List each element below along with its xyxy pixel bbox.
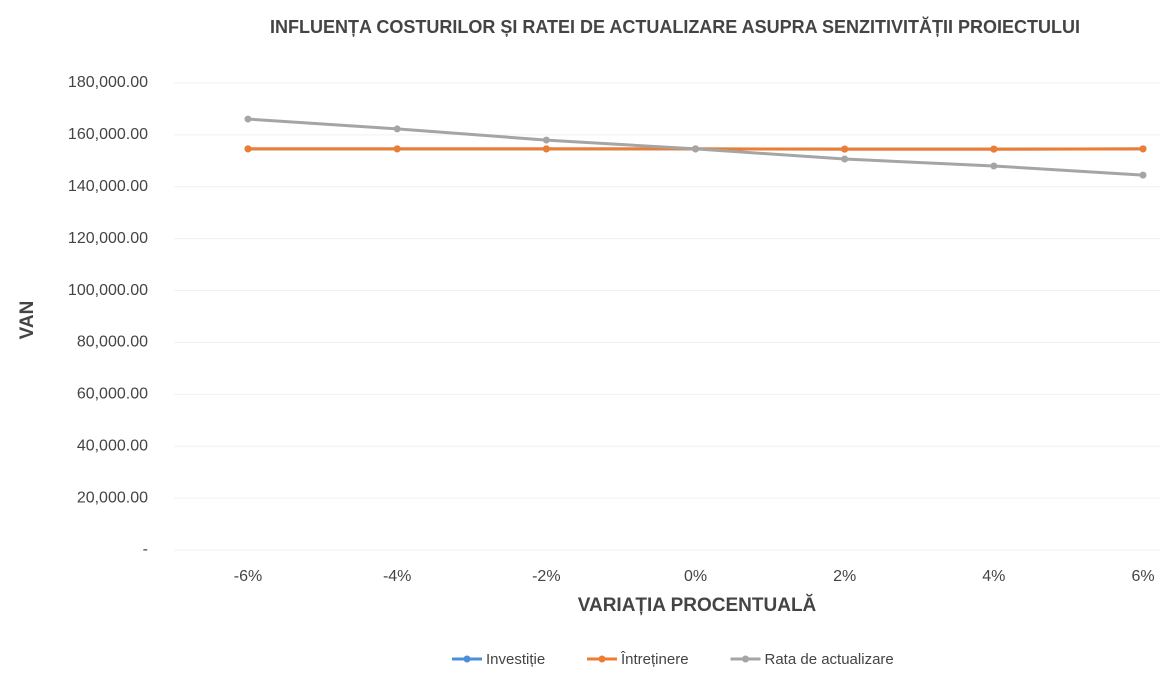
y-tick-label: 180,000.00 [68, 74, 148, 91]
x-axis-title: VARIAȚIA PROCENTUALĂ [578, 594, 817, 616]
legend-marker [742, 655, 749, 663]
x-tick-label: -4% [383, 568, 411, 585]
y-tick-label: 60,000.00 [77, 386, 148, 403]
point-marker [542, 145, 550, 153]
x-tick-label: 0% [684, 568, 707, 585]
x-tick-label: -6% [234, 568, 262, 585]
point-marker [1139, 145, 1147, 153]
point-marker [244, 145, 252, 153]
x-tick-label: 2% [833, 568, 856, 585]
legend-marker [598, 655, 606, 663]
y-tick-label: - [143, 541, 148, 558]
y-tick-label: 160,000.00 [68, 126, 148, 143]
x-tick-label: 4% [982, 568, 1005, 585]
y-tick-label: 40,000.00 [77, 437, 148, 454]
point-marker [990, 145, 998, 153]
point-marker [692, 145, 699, 153]
y-tick-label: 20,000.00 [77, 489, 148, 506]
point-marker [393, 125, 401, 133]
x-tick-label: 6% [1131, 568, 1154, 585]
y-axis-title: VAN [17, 301, 38, 340]
y-tick-label: 120,000.00 [68, 230, 148, 247]
legend-label: Întreținere [620, 651, 689, 668]
legend-marker [463, 655, 471, 663]
x-tick-label: -2% [532, 568, 560, 585]
legend-label: Investiție [486, 651, 545, 668]
y-tick-label: 100,000.00 [68, 282, 148, 299]
point-marker [841, 155, 849, 163]
y-tick-label: 140,000.00 [68, 178, 148, 195]
legend-label: Rata de actualizare [765, 651, 894, 668]
point-marker [990, 162, 998, 170]
point-marker [841, 145, 849, 153]
point-marker [393, 145, 401, 153]
chart-title: INFLUENȚA COSTURILOR ȘI RATEI DE ACTUALI… [270, 17, 1080, 37]
point-marker [542, 136, 550, 144]
point-marker [1139, 171, 1147, 179]
point-marker [244, 115, 252, 123]
y-tick-label: 80,000.00 [77, 334, 148, 351]
